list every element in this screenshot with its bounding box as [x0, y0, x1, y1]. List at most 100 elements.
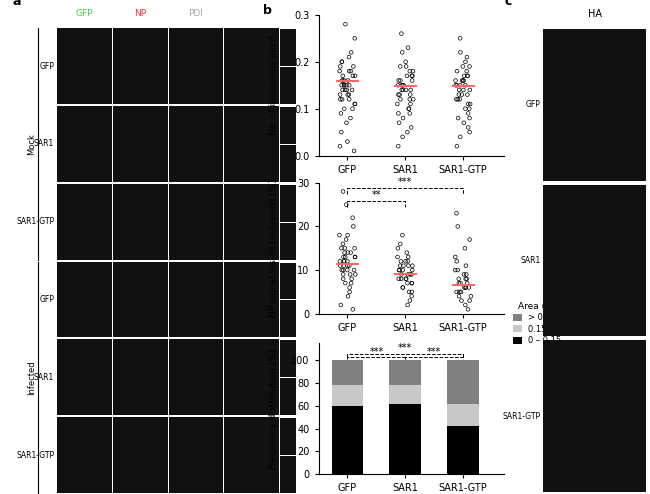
Point — [344, 262, 354, 270]
Bar — [169, 106, 224, 182]
Point — [458, 86, 469, 94]
Text: c: c — [505, 0, 512, 8]
Text: SAR1-GTP: SAR1-GTP — [16, 451, 54, 459]
Point — [452, 288, 462, 296]
Point — [395, 63, 406, 71]
Point — [335, 63, 346, 71]
Bar — [113, 417, 168, 493]
Point — [462, 67, 472, 75]
Point — [462, 91, 473, 99]
Text: b: b — [263, 3, 272, 17]
Point — [460, 245, 470, 252]
Point — [394, 266, 404, 274]
Text: HA: HA — [588, 8, 602, 19]
Point — [338, 271, 348, 279]
Point — [336, 128, 346, 136]
Point — [408, 72, 418, 80]
Point — [404, 105, 414, 113]
Point — [400, 58, 411, 66]
Point — [452, 266, 463, 274]
Bar — [389, 385, 421, 404]
Point — [460, 81, 471, 89]
Point — [402, 257, 413, 265]
Point — [393, 77, 404, 84]
Point — [335, 67, 345, 75]
Point — [393, 275, 404, 283]
Point — [464, 105, 474, 113]
Point — [454, 95, 465, 103]
Point — [337, 81, 347, 89]
Point — [452, 142, 462, 150]
Point — [339, 257, 349, 265]
Text: SAR1-GTP: SAR1-GTP — [16, 217, 54, 226]
Point — [455, 48, 465, 56]
Point — [397, 48, 408, 56]
Bar — [57, 262, 112, 337]
Point — [460, 275, 471, 283]
Point — [339, 245, 350, 252]
Point — [395, 240, 406, 248]
Bar — [280, 340, 296, 377]
Point — [400, 275, 411, 283]
Point — [395, 91, 405, 99]
Point — [393, 91, 404, 99]
Text: Mock: Mock — [27, 133, 36, 155]
Point — [347, 105, 358, 113]
Point — [461, 262, 471, 270]
Point — [341, 201, 352, 208]
Point — [454, 91, 464, 99]
Point — [335, 91, 345, 99]
Text: ***: *** — [398, 177, 413, 187]
Point — [462, 275, 472, 283]
Point — [343, 231, 353, 239]
Point — [401, 275, 411, 283]
Point — [453, 114, 463, 122]
Bar — [543, 340, 646, 492]
Point — [396, 275, 406, 283]
Bar — [447, 404, 479, 426]
Bar — [280, 378, 296, 415]
Y-axis label: Frequency distribution (%): Frequency distribution (%) — [268, 349, 278, 469]
Point — [458, 77, 469, 84]
Bar — [332, 385, 363, 406]
Point — [460, 301, 471, 309]
Point — [350, 100, 360, 108]
Bar — [57, 339, 112, 415]
Bar — [169, 262, 224, 337]
Point — [337, 72, 348, 80]
Point — [393, 81, 403, 89]
Point — [397, 231, 408, 239]
Point — [346, 67, 356, 75]
Point — [344, 288, 355, 296]
Point — [398, 86, 408, 94]
Point — [340, 253, 350, 261]
Bar — [57, 28, 112, 104]
Point — [349, 147, 359, 155]
Bar — [332, 361, 363, 385]
Bar — [280, 185, 296, 222]
Text: ***: *** — [427, 347, 441, 357]
Point — [406, 271, 417, 279]
Point — [396, 86, 407, 94]
Point — [406, 279, 417, 287]
Bar — [280, 107, 296, 144]
Point — [395, 95, 406, 103]
Point — [460, 58, 471, 66]
Point — [406, 271, 416, 279]
Point — [403, 271, 413, 279]
Point — [347, 86, 358, 94]
Point — [408, 67, 418, 75]
Point — [406, 292, 417, 300]
Point — [335, 95, 346, 103]
Point — [459, 119, 469, 127]
Point — [408, 95, 419, 103]
Point — [406, 124, 417, 131]
Point — [455, 279, 465, 287]
Point — [398, 262, 409, 270]
Point — [338, 266, 348, 274]
Point — [405, 91, 415, 99]
Point — [457, 77, 467, 84]
Bar — [224, 417, 279, 493]
Point — [452, 257, 462, 265]
Text: a: a — [12, 0, 21, 8]
